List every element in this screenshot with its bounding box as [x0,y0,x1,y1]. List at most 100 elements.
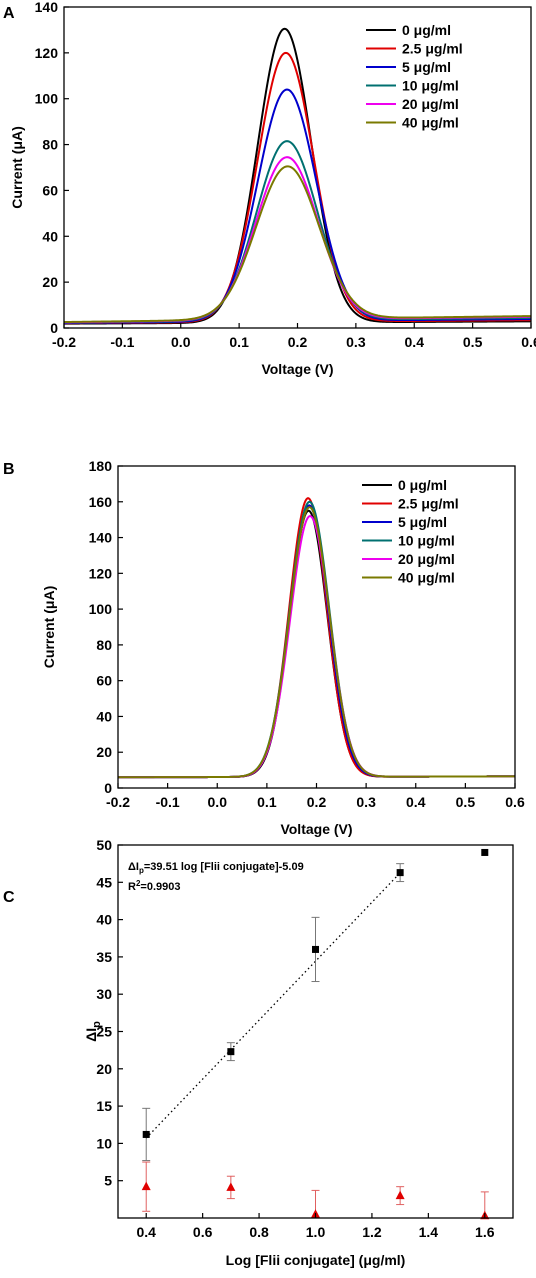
series-line-4 [117,515,515,779]
panel-a-voltammogram: A -0.2 -0.1 0.0 0.1 0.2 0.3 0.4 0.5 0.6 0 20 40 60 80 1… [3,0,536,377]
y-tick-label: 100 [89,601,113,617]
y-tick-label: 80 [96,637,112,653]
x-tick-label: 0.4 [136,1224,156,1240]
y-tick-label: 140 [35,0,59,15]
y-axis-label-sub: p [91,1021,103,1028]
data-point-triangle-3 [395,1190,405,1200]
series-line-3 [117,500,515,779]
legend-entry-0: 0 μg/ml [402,22,451,38]
data-point-triangle-0 [141,1181,151,1191]
y-tick-label: 160 [89,494,113,510]
y-tick-label: 5 [104,1173,112,1189]
x-tick-label: 0.6 [521,334,536,350]
data-point-square-0 [142,1130,150,1138]
y-tick-label: 40 [96,708,112,724]
fit-equation: ΔIp=39.51 log [Flii conjugate]-5.09 [128,861,304,875]
plot-frame [117,844,514,1219]
legend-entry-0: 0 μg/ml [398,477,447,493]
y-tick-label: 35 [96,949,112,965]
y-tick-label: 120 [35,45,59,61]
series-line-5 [117,506,515,779]
data-point-square-1 [227,1048,235,1056]
y-tick-label: 100 [35,91,59,107]
y-tick-label: 45 [96,874,112,890]
y-tick-label: 0 [104,780,112,796]
series-line-1 [64,51,532,325]
y-tick-label: 40 [42,228,58,244]
x-tick-label: 0.3 [356,794,376,810]
series-line-3 [63,140,532,324]
x-tick-label: 0.1 [257,794,277,810]
series-line-4 [63,156,532,324]
y-tick-label: 30 [96,986,112,1002]
x-tick-label: 0.2 [307,794,327,810]
series-line-5 [63,165,532,324]
x-tick-label: 0.4 [405,334,425,350]
y-tick-label: 0 [50,320,58,336]
x-tick-label: -0.2 [52,334,76,350]
legend-entry-3: 10 μg/ml [398,533,455,549]
y-tick-label: 50 [96,837,112,853]
y-tick-label: 60 [96,673,112,689]
y-tick-label: 10 [96,1135,112,1151]
data-point-square-3 [396,869,404,877]
fit-equation-main: ΔI [128,861,139,873]
y-axis-label: Current (μA) [9,126,25,208]
panel-b-voltammogram: B -0.2 -0.1 0.0 0.1 0.2 0.3 0.4 0.5 0.6 0 20 40 60 80 1… [3,458,525,837]
panel-letter: B [3,461,15,478]
fit-line [145,872,401,1139]
y-tick-label: 40 [96,912,112,928]
r-squared-rest: =0.9903 [140,881,180,893]
panel-letter: A [3,5,15,22]
legend-entry-4: 20 μg/ml [402,96,459,112]
x-tick-label: 1.0 [306,1224,326,1240]
r-squared: R2=0.9903 [128,879,180,893]
series-line-2 [117,504,515,779]
y-tick-label: 180 [89,458,113,474]
x-tick-label: 0.2 [288,334,308,350]
x-axis-label: Log [Flii conjugate] (μg/ml) [226,1252,406,1268]
x-tick-label: 1.2 [362,1224,382,1240]
series-line-0 [117,509,515,779]
panel-letter: C [3,889,15,906]
y-tick-label: 120 [89,565,113,581]
x-tick-label: 0.0 [171,334,191,350]
y-axis-label: Current (μA) [41,586,57,668]
legend-entry-3: 10 μg/ml [402,78,459,94]
series-line-2 [63,88,532,324]
x-tick-label: -0.1 [156,794,180,810]
panel-c-calibration: C 0.4 0.6 0.8 1.0 1.2 1.4 1.6 5 10 15 20 25 30 35 40 45 5… [3,837,514,1268]
x-tick-label: 0.4 [406,794,426,810]
legend-entry-5: 40 μg/ml [398,570,455,586]
series-line-1 [117,497,515,779]
y-tick-label: 20 [96,1061,112,1077]
fit-equation-sub: p [139,866,144,875]
y-axis-label-main: ΔI [83,1028,99,1042]
x-tick-label: 0.6 [505,794,525,810]
legend-entry-1: 2.5 μg/ml [402,41,463,57]
legend-entry-2: 5 μg/ml [398,514,447,530]
y-tick-label: 20 [96,744,112,760]
x-tick-label: 0.8 [249,1224,269,1240]
x-tick-label: 0.3 [346,334,366,350]
r-squared-sup: 2 [136,879,141,888]
y-tick-label: 80 [42,137,58,153]
y-tick-label: 20 [42,274,58,290]
y-tick-label: 15 [96,1098,112,1114]
y-tick-label: 60 [42,182,58,198]
x-tick-label: -0.2 [106,794,130,810]
x-tick-label: 0.5 [463,334,483,350]
legend-entry-1: 2.5 μg/ml [398,496,459,512]
x-tick-label: 0.0 [208,794,228,810]
legend-entry-2: 5 μg/ml [402,59,451,75]
x-tick-label: 1.4 [419,1224,439,1240]
x-tick-label: 0.6 [193,1224,213,1240]
x-axis-label: Voltage (V) [261,361,333,377]
y-tick-label: 25 [96,1024,112,1040]
y-tick-label: 140 [89,530,113,546]
data-point-square-4 [481,848,489,856]
x-tick-label: -0.1 [110,334,134,350]
y-axis-label: ΔIp [83,1021,103,1042]
legend-entry-5: 40 μg/ml [402,115,459,131]
